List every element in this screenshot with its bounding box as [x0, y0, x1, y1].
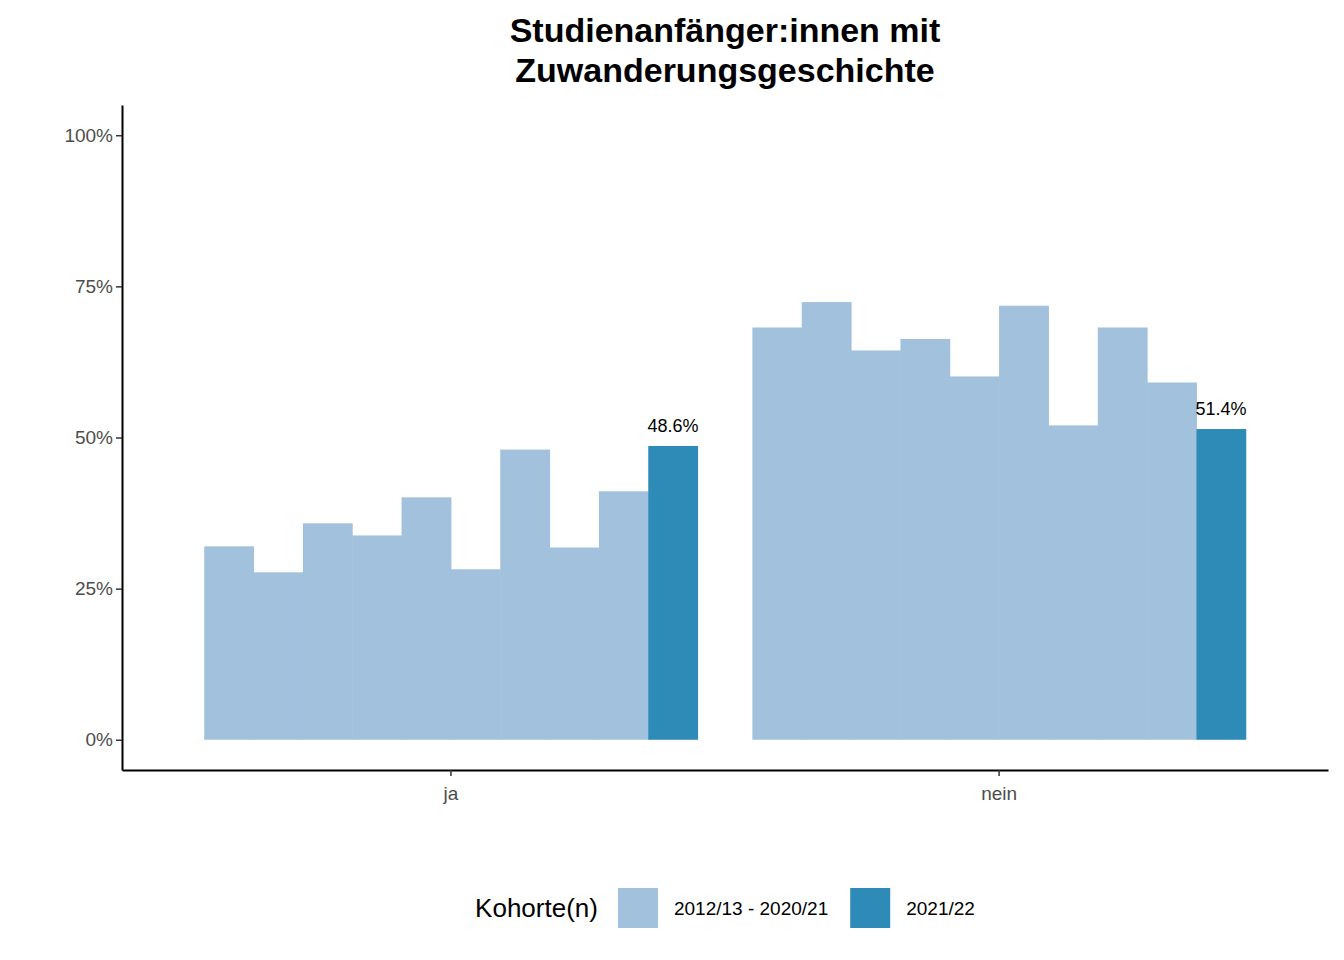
axis-line [123, 770, 1329, 772]
tick: 100% [64, 125, 122, 146]
tick-mark [116, 588, 122, 590]
legend: Kohorte(n) 2012/13 - 2020/21 2021/22 [475, 888, 975, 928]
tick-mark [116, 135, 122, 137]
bar [352, 535, 402, 739]
bar [999, 306, 1049, 740]
tick-label: ja [443, 783, 459, 804]
bar [1048, 425, 1098, 739]
tick-label: 25% [75, 578, 113, 599]
bar [550, 548, 600, 740]
bar [752, 327, 802, 739]
bar [900, 339, 950, 740]
tick-mark [116, 437, 122, 439]
title-line: Zuwanderungsgeschichte [515, 51, 934, 89]
tick: nein [981, 770, 1017, 804]
tick: 50% [75, 427, 122, 448]
title-line: Studienanfänger:innen mit [510, 11, 941, 49]
tick-mark [450, 770, 452, 776]
legend-title: Kohorte(n) [475, 893, 598, 923]
data-labels: 48.6% 51.4% [647, 399, 1246, 436]
title: Studienanfänger:innen mitZuwanderungsges… [510, 11, 941, 89]
bar [451, 569, 501, 739]
chart: 48.6% 51.4% 0% 25% 50% 75% 100% ja nein Studienan… [0, 0, 1344, 960]
tick-mark [998, 770, 1000, 776]
legend-label: 2021/22 [906, 898, 975, 919]
tick-label: 100% [64, 125, 113, 146]
tick-label: 50% [75, 427, 113, 448]
tick: 75% [75, 276, 122, 297]
bar [254, 572, 304, 739]
bar [950, 376, 1000, 739]
bar [1147, 382, 1197, 739]
bars [204, 302, 1246, 740]
legend-swatch [850, 888, 890, 928]
bar [648, 446, 698, 740]
data-label: 51.4% [1196, 399, 1247, 419]
tick: ja [443, 770, 459, 804]
tick-label: nein [981, 783, 1017, 804]
tick: 25% [75, 578, 122, 599]
bar [851, 350, 901, 739]
bar [500, 450, 550, 740]
bar [402, 497, 452, 739]
legend-swatch [618, 888, 658, 928]
bar [1196, 429, 1246, 740]
x-axis: ja nein [123, 770, 1329, 804]
bar [599, 491, 649, 739]
tick: 0% [86, 729, 122, 750]
legend-label: 2012/13 - 2020/21 [674, 898, 828, 919]
bar [303, 523, 353, 739]
tick-mark [116, 740, 122, 742]
tick-label: 0% [86, 729, 114, 750]
bar [204, 546, 254, 739]
bar [1098, 327, 1148, 739]
y-axis: 0% 25% 50% 75% 100% [64, 106, 122, 771]
data-label: 48.6% [647, 416, 698, 436]
tick-label: 75% [75, 276, 113, 297]
bar [802, 302, 852, 740]
tick-mark [116, 286, 122, 288]
